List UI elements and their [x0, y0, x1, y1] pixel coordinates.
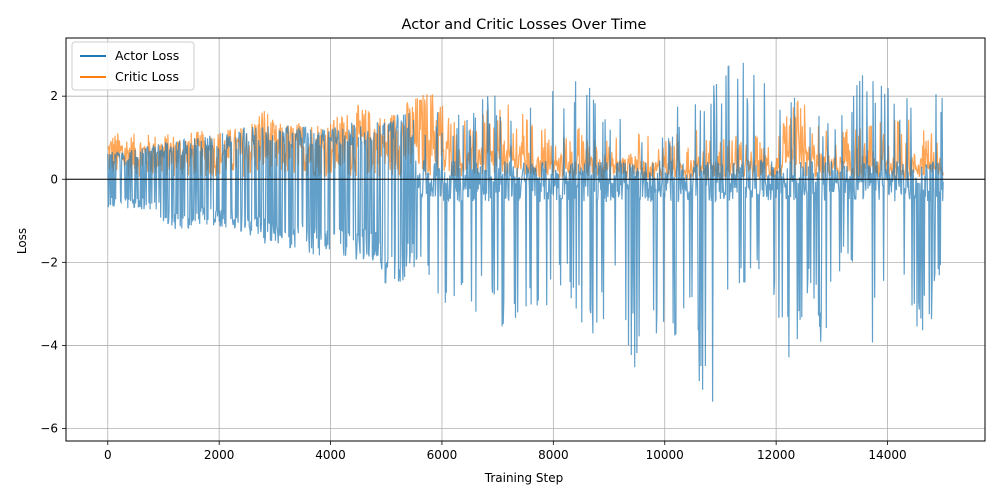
x-tick-label: 10000 [646, 448, 684, 462]
x-tick-label: 4000 [315, 448, 346, 462]
x-tick-label: 2000 [204, 448, 235, 462]
x-tick-label: 6000 [427, 448, 458, 462]
critic-loss-series [107, 94, 944, 180]
y-tick-label: 2 [50, 89, 58, 103]
x-tick-label: 14000 [868, 448, 906, 462]
legend: Actor Loss Critic Loss [71, 41, 195, 91]
actor-loss-line [107, 62, 944, 402]
legend-actor-label: Actor Loss [115, 48, 179, 63]
y-tick-label: 0 [50, 172, 58, 186]
x-tick-label: 0 [104, 448, 112, 462]
chart-title: Actor and Critic Losses Over Time [402, 17, 647, 33]
y-tick-label: −2 [40, 255, 58, 269]
y-axis-ticks: −6 −4 −2 0 2 [40, 89, 66, 436]
y-tick-label: −4 [40, 338, 58, 352]
plot-area-frame [65, 37, 986, 442]
legend-critic-label: Critic Loss [115, 69, 179, 84]
critic-loss-line [107, 94, 944, 180]
x-tick-label: 12000 [757, 448, 795, 462]
actor-loss-series [107, 62, 944, 402]
y-tick-label: −6 [40, 422, 58, 436]
x-axis-ticks: 0 2000 4000 6000 8000 10000 12000 14000 [104, 441, 907, 462]
y-axis-label: Loss [15, 228, 29, 254]
x-tick-label: 8000 [538, 448, 569, 462]
x-axis-label: Training Step [484, 471, 564, 485]
